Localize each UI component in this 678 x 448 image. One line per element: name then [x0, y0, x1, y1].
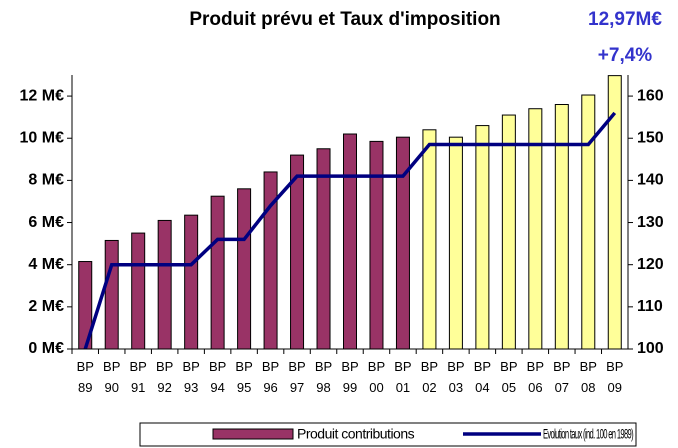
x-tick-label: BP 03	[447, 359, 465, 395]
bar	[422, 129, 437, 350]
x-tick-label: BP 96	[261, 359, 280, 395]
y2-tick-label: 160	[637, 87, 664, 104]
x-tick-label: BP 90	[103, 359, 121, 395]
bar	[475, 125, 490, 350]
x-tick-label: BP 00	[367, 359, 386, 395]
x-tick-label: BP 94	[208, 359, 227, 395]
x-tick-label: BP 07	[553, 359, 571, 395]
chart-title: Produit prévu et Taux d'imposition	[189, 9, 500, 30]
x-tick-label: BP 01	[394, 359, 412, 395]
y2-tick-label: 120	[637, 256, 664, 273]
bar	[157, 219, 172, 350]
x-tick-label: BP 92	[155, 359, 174, 395]
x-tick-label: BP 06	[526, 359, 544, 395]
y-tick-label: 6 M€	[28, 214, 64, 231]
legend-label: Produit contributions	[297, 426, 415, 442]
bar	[554, 104, 569, 350]
x-tick-label: BP 98	[314, 359, 333, 395]
y2-tick-label: 100	[637, 340, 664, 357]
bar	[501, 114, 516, 350]
y-tick-label: 4 M€	[28, 256, 64, 273]
x-tick-label: BP 93	[182, 359, 200, 395]
bar	[316, 148, 331, 350]
bar	[369, 140, 384, 350]
bar	[184, 214, 199, 350]
bar	[343, 133, 357, 350]
x-tick-label: BP 97	[288, 359, 306, 395]
y-tick-label: 10 M€	[20, 129, 65, 146]
bar	[581, 94, 596, 350]
annotation: 12,97M€	[588, 9, 662, 30]
annotation: +7,4%	[598, 45, 653, 66]
y-tick-label: 12 M€	[20, 87, 65, 104]
bar	[210, 195, 225, 350]
bar	[448, 136, 463, 350]
x-tick-label: BP 91	[129, 359, 147, 395]
x-tick-label: BP 04	[473, 359, 492, 395]
legend-swatch	[212, 428, 294, 440]
x-tick-label: BP 99	[341, 359, 359, 395]
y-tick-label: 8 M€	[28, 172, 64, 189]
line	[83, 111, 617, 350]
bar	[290, 154, 305, 350]
x-tick-label: BP 09	[606, 359, 624, 395]
bar	[131, 232, 146, 350]
legend-label: Evolution taux (ind. 100 en 1989)	[543, 426, 633, 442]
y2-tick-label: 110	[637, 298, 663, 315]
x-tick-label: BP 02	[420, 359, 439, 395]
y2-tick-label: 130	[637, 214, 664, 231]
y-tick-label: 0 M€	[28, 340, 64, 357]
y2-tick-label: 140	[637, 172, 664, 189]
y2-tick-label: 150	[637, 129, 664, 146]
x-tick-label: BP 95	[235, 359, 253, 395]
y-tick-label: 2 M€	[28, 298, 64, 315]
bar	[104, 239, 119, 350]
x-tick-label: BP 89	[76, 359, 94, 395]
bar	[237, 188, 252, 350]
x-tick-label: BP 08	[579, 359, 597, 395]
x-tick-label: BP 05	[500, 359, 518, 395]
